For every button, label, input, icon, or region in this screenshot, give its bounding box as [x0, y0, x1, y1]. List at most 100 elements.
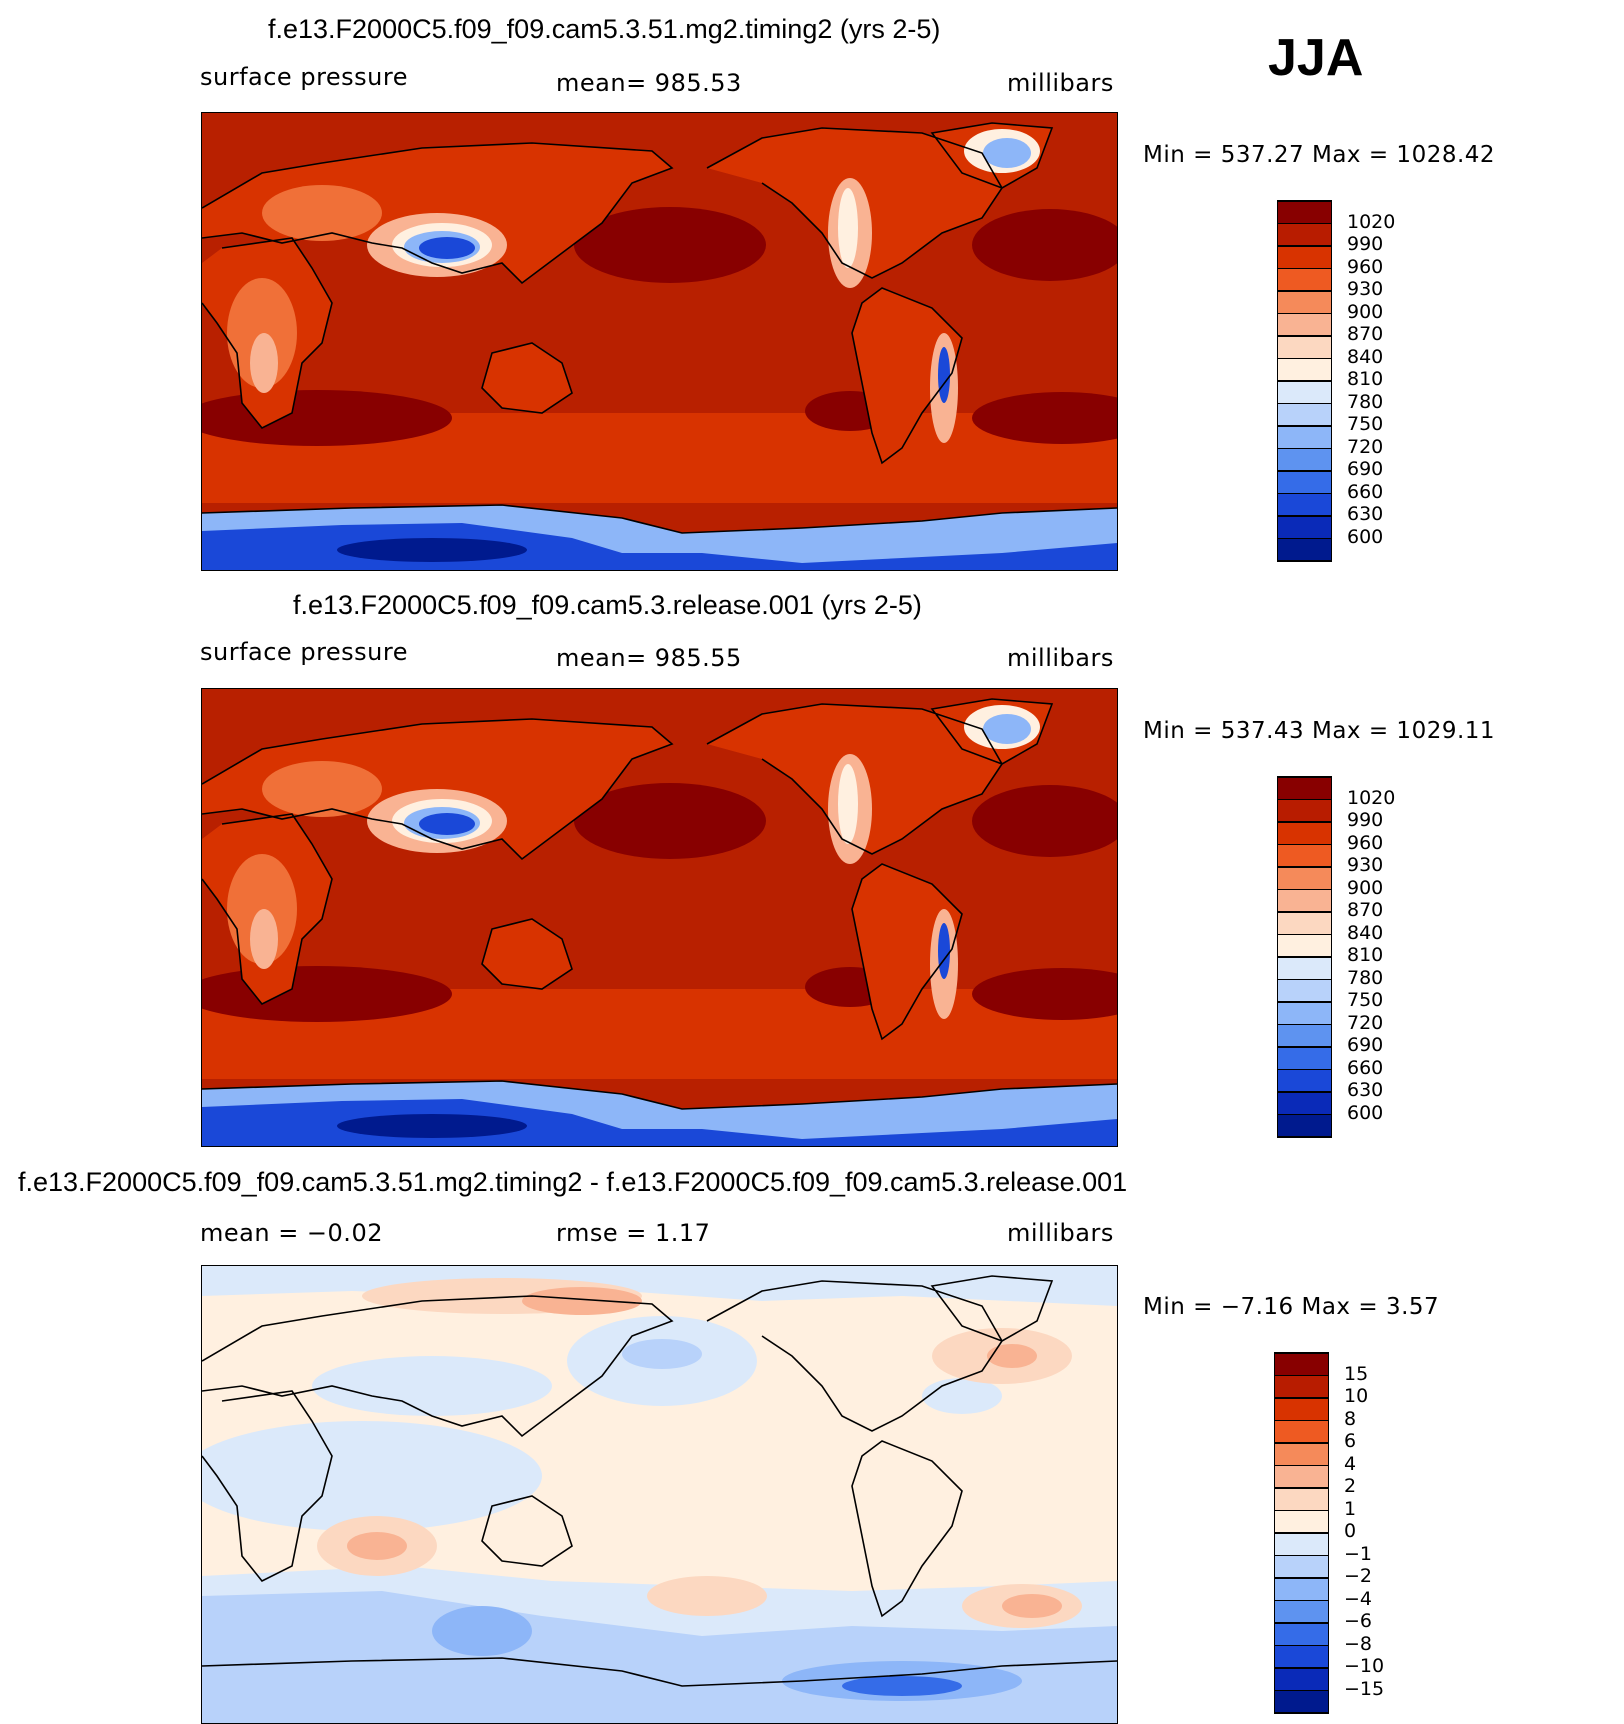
colorbar-divider — [1277, 312, 1332, 315]
panel-3-title: f.e13.F2000C5.f09_f09.cam5.3.51.mg2.timi… — [18, 1167, 1128, 1197]
panel-1-mean-label: mean= 985.53 — [556, 69, 742, 97]
panel-2-variable-label: surface pressure — [200, 638, 408, 666]
colorbar-divider — [1277, 1023, 1332, 1026]
colorbar-tick-label: 1 — [1344, 1497, 1357, 1520]
colorbar-tick-label: 990 — [1347, 809, 1384, 831]
colorbar-swatch — [1277, 381, 1332, 404]
colorbar-swatch — [1277, 268, 1332, 291]
panel-1-variable-label: surface pressure — [200, 63, 408, 91]
coastline — [202, 698, 1117, 1110]
colorbar-swatch — [1277, 799, 1332, 822]
colorbar-swatch — [1277, 223, 1332, 246]
colorbar-tick-label: −4 — [1344, 1587, 1373, 1610]
colorbar-swatch — [1274, 1398, 1329, 1421]
indian-ocean-negative — [202, 1421, 542, 1531]
colorbar-divider — [1277, 402, 1332, 405]
colorbar-tick-label: 660 — [1347, 1056, 1384, 1079]
colorbar-swatch — [1274, 1353, 1329, 1376]
colorbar-tick-label: 4 — [1344, 1452, 1357, 1475]
colorbar-swatch — [1277, 493, 1332, 516]
south-america-land — [852, 864, 962, 1039]
season-label: JJA — [1268, 29, 1364, 87]
south-indian-core — [347, 1532, 407, 1560]
panel-2-minmax: Min = 537.43 Max = 1029.11 — [1143, 718, 1496, 744]
colorbar-tick-label: 810 — [1347, 368, 1384, 390]
panel-2-mean-label: mean= 985.55 — [556, 644, 742, 672]
panel-1-units-label: millibars — [1007, 69, 1114, 97]
colorbar-swatch — [1274, 1600, 1329, 1623]
colorbar-tick-label: −1 — [1344, 1542, 1373, 1565]
colorbar-divider — [1277, 357, 1332, 360]
rockies-core — [838, 188, 858, 268]
panel-1-map — [201, 112, 1118, 571]
colorbar-swatch — [1277, 471, 1332, 494]
colorbar-divider — [1277, 933, 1332, 936]
panel-3-mean-label: mean = −0.02 — [200, 1219, 383, 1247]
colorbar-tick-label: 750 — [1347, 413, 1384, 435]
colorbar-divider — [1274, 1509, 1329, 1512]
panel-1-colorbar: 1020 990 960 930 900 870 840 810 780 750 720 690 660… — [1277, 200, 1417, 562]
colorbar-divider — [1274, 1644, 1329, 1647]
africa-high-land — [227, 854, 297, 964]
colorbar-tick-label: 870 — [1347, 323, 1384, 345]
colorbar-swatch — [1277, 313, 1332, 336]
colorbar-divider — [1277, 290, 1332, 292]
colorbar-divider — [1274, 1419, 1329, 1422]
colorbar-tick-label: 930 — [1347, 278, 1384, 300]
colorbar-tick-label: −2 — [1344, 1565, 1373, 1587]
colorbar-swatch — [1277, 1092, 1332, 1115]
south-atlantic-high — [972, 392, 1117, 444]
australia-land — [482, 343, 572, 413]
colorbar-tick-label: 2 — [1344, 1475, 1357, 1497]
europe-high-land — [262, 761, 382, 817]
colorbar-swatch — [1277, 1114, 1332, 1137]
colorbar-divider — [1274, 1577, 1329, 1579]
andes-core — [938, 347, 950, 403]
north-atlantic-negative — [922, 1378, 1002, 1414]
colorbar-swatch — [1274, 1443, 1329, 1466]
rockies-core — [838, 764, 858, 844]
colorbar-divider — [1274, 1599, 1329, 1602]
colorbar-divider — [1274, 1487, 1329, 1489]
colorbar-swatch — [1274, 1488, 1329, 1511]
colorbar-divider — [1277, 1136, 1332, 1138]
colorbar-divider — [1274, 1352, 1329, 1354]
colorbar-tick-label: 630 — [1347, 1079, 1384, 1101]
canada-core — [987, 1344, 1037, 1368]
colorbar-swatch — [1277, 1047, 1332, 1070]
colorbar-swatch — [1277, 1069, 1332, 1092]
colorbar-tick-label: 690 — [1347, 1034, 1384, 1056]
colorbar-divider — [1277, 1068, 1332, 1071]
colorbar-tick-label: 990 — [1347, 233, 1384, 255]
colorbar-divider — [1274, 1464, 1329, 1467]
colorbar-tick-label: −15 — [1344, 1677, 1385, 1700]
colorbar-divider — [1274, 1622, 1329, 1624]
colorbar-tick-label: 840 — [1347, 345, 1384, 368]
colorbar-tick-label: 960 — [1347, 831, 1384, 854]
panel-3-minmax: Min = −7.16 Max = 3.57 — [1143, 1294, 1440, 1320]
colorbar-swatch — [1274, 1690, 1329, 1713]
colorbar-tick-label: −6 — [1344, 1610, 1373, 1632]
antarctica-core — [337, 538, 527, 562]
colorbar-swatch — [1274, 1578, 1329, 1601]
colorbar-tick-label: 900 — [1347, 876, 1384, 899]
colorbar-swatch — [1277, 426, 1332, 449]
colorbar-tick-label: 780 — [1347, 390, 1384, 413]
colorbar-tick-label: 6 — [1344, 1430, 1357, 1452]
colorbar-swatch — [1277, 777, 1332, 800]
colorbar-tick-label: 8 — [1344, 1407, 1357, 1430]
europe-high-land — [262, 185, 382, 241]
colorbar-tick-label: 1020 — [1347, 786, 1396, 809]
colorbar-tick-label: 690 — [1347, 458, 1384, 480]
panel-2-map-svg — [202, 689, 1117, 1146]
colorbar-tick-label: 870 — [1347, 899, 1384, 921]
asia-negative — [312, 1356, 552, 1416]
colorbar-swatch — [1274, 1533, 1329, 1556]
greenland-ice — [983, 138, 1031, 168]
colorbar-swatch — [1277, 448, 1332, 471]
colorbar-divider — [1277, 222, 1332, 225]
colorbar-divider — [1277, 425, 1332, 427]
panel-3-units-label: millibars — [1007, 1219, 1114, 1247]
colorbar-swatch — [1274, 1645, 1329, 1668]
colorbar-divider — [1277, 1113, 1332, 1116]
